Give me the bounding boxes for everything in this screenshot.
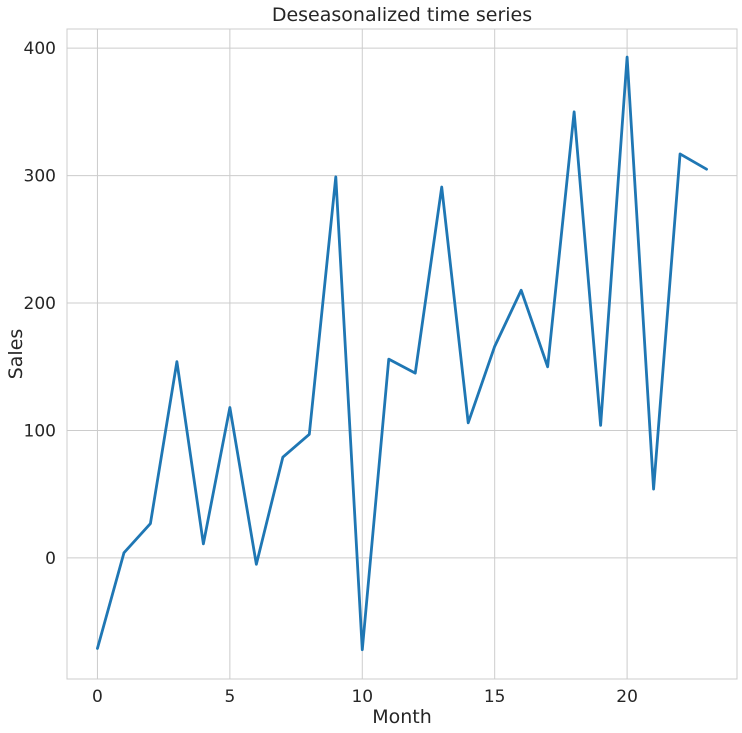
y-axis-label: Sales bbox=[5, 329, 27, 380]
grid-lines bbox=[67, 29, 737, 679]
chart-title: Deseasonalized time series bbox=[272, 4, 532, 26]
y-tick-label: 0 bbox=[45, 549, 56, 569]
series-line bbox=[96, 55, 708, 652]
series-layer bbox=[96, 55, 708, 652]
x-axis-label: Month bbox=[372, 706, 432, 728]
y-tick-label: 400 bbox=[24, 39, 56, 59]
x-tick-label: 15 bbox=[484, 687, 506, 707]
y-tick-label: 200 bbox=[24, 294, 56, 314]
y-tick-label: 300 bbox=[24, 167, 56, 187]
x-tick-label: 0 bbox=[92, 687, 103, 707]
x-tick-label: 20 bbox=[616, 687, 638, 707]
plot-frame bbox=[66, 28, 738, 680]
x-tick-label: 5 bbox=[224, 687, 235, 707]
y-tick-label: 100 bbox=[24, 421, 56, 441]
x-tick-label: 10 bbox=[351, 687, 373, 707]
